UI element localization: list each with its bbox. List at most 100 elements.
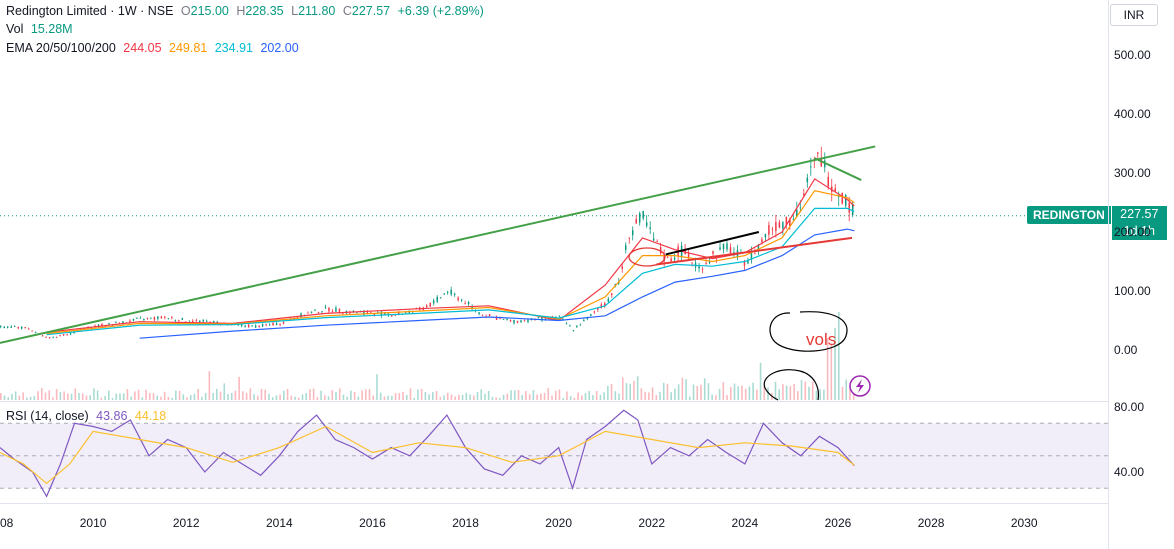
volume-bar — [450, 394, 453, 400]
volume-bar — [584, 393, 587, 400]
candle-body — [743, 260, 746, 266]
volume-bar — [461, 394, 464, 400]
candle-body — [698, 265, 700, 269]
volume-bar — [189, 394, 192, 400]
volume-bar — [562, 397, 564, 400]
candle-body — [174, 319, 177, 321]
resistance-line — [814, 157, 862, 181]
volume-bar — [439, 396, 442, 400]
volume-bar — [242, 391, 244, 400]
volume-bar — [208, 371, 211, 400]
volume-bar — [495, 397, 497, 400]
volume-bar — [197, 388, 199, 400]
time-tick-label: 2022 — [638, 516, 665, 530]
volume-bar — [148, 393, 151, 400]
candle-body — [310, 311, 313, 314]
volume-bar — [458, 394, 460, 400]
candle-body — [761, 239, 763, 243]
volume-bar — [301, 394, 304, 400]
volume-bar — [551, 395, 553, 400]
volume-bar — [629, 383, 632, 400]
time-tick-label: 2016 — [359, 516, 386, 530]
candle-body — [569, 325, 571, 327]
volume-bar — [789, 386, 792, 400]
candle-body — [391, 315, 393, 317]
volume-bar — [536, 394, 538, 400]
candle-body — [499, 318, 501, 320]
candle-body — [146, 317, 149, 319]
candle-body — [331, 310, 334, 312]
candle-body — [565, 323, 568, 325]
volume-bar — [18, 395, 21, 400]
volume-bar — [193, 393, 196, 400]
volume-bar — [186, 397, 188, 400]
candle-body — [691, 262, 693, 264]
volume-bar — [491, 396, 494, 400]
volume-bar — [595, 390, 598, 400]
candle-body — [20, 326, 23, 329]
candle-body — [712, 251, 714, 254]
candle-body — [328, 308, 330, 312]
rsi-legend: RSI (14, close) 43.86 44.18 — [6, 409, 170, 423]
candle-body — [244, 325, 246, 327]
price-tick-label: 100.00 — [1114, 284, 1151, 298]
time-tick-label: 2018 — [452, 516, 479, 530]
volume-bar — [569, 396, 572, 400]
volume-bracket-right — [799, 370, 820, 401]
candle-body — [624, 245, 627, 250]
candle-body — [254, 325, 257, 328]
ema-label: EMA 20/50/100/200 — [6, 41, 116, 55]
candle-body — [247, 324, 250, 328]
volume-bar — [726, 395, 728, 400]
candle-body — [265, 324, 267, 326]
candle-body — [443, 293, 445, 295]
candle-body — [834, 188, 836, 192]
volume-bar — [52, 397, 54, 400]
candle-body — [754, 252, 756, 254]
volume-bar — [502, 394, 505, 400]
volume-bar — [376, 374, 378, 400]
currency-selector[interactable]: INR — [1110, 4, 1158, 26]
volume-bar — [845, 379, 848, 400]
volume-bar — [759, 362, 762, 400]
volume-bar — [797, 391, 799, 400]
volume-bar — [528, 394, 531, 400]
volume-bar — [413, 397, 416, 400]
candle-body — [436, 296, 438, 302]
volume-bar — [707, 383, 710, 400]
volume-bar — [677, 384, 680, 400]
candle-body — [446, 292, 449, 293]
candle-body — [31, 330, 33, 332]
volume-bar — [424, 391, 427, 400]
candle-body — [621, 266, 624, 269]
volume-bar — [260, 388, 263, 400]
candle-body — [272, 322, 274, 326]
volume-bar — [256, 395, 259, 400]
volume-bar — [826, 338, 829, 400]
candle-body — [52, 337, 54, 338]
candle-body — [314, 309, 316, 311]
volume-bar — [532, 390, 535, 400]
volume-bar — [70, 393, 73, 400]
volume-bar — [484, 393, 486, 400]
flash-icon[interactable] — [849, 375, 871, 397]
volume-bar — [338, 388, 341, 400]
upper-trendline — [0, 145, 876, 344]
time-tick-label: 2012 — [173, 516, 200, 530]
volume-bar — [391, 395, 393, 400]
candle-body — [708, 261, 711, 263]
volume-bar — [361, 390, 363, 400]
volume-bar — [394, 393, 397, 400]
volume-bar — [219, 391, 222, 400]
volume-bar — [346, 396, 348, 400]
ema100-value: 234.91 — [214, 41, 253, 55]
volume-bar — [566, 391, 568, 400]
volume-bar — [316, 397, 319, 400]
candle-body — [439, 297, 442, 299]
candle-body — [324, 306, 327, 308]
volume-bar — [547, 388, 550, 400]
volume-bar — [577, 392, 579, 400]
volume-bar — [640, 388, 643, 400]
volume-bar — [599, 394, 602, 400]
